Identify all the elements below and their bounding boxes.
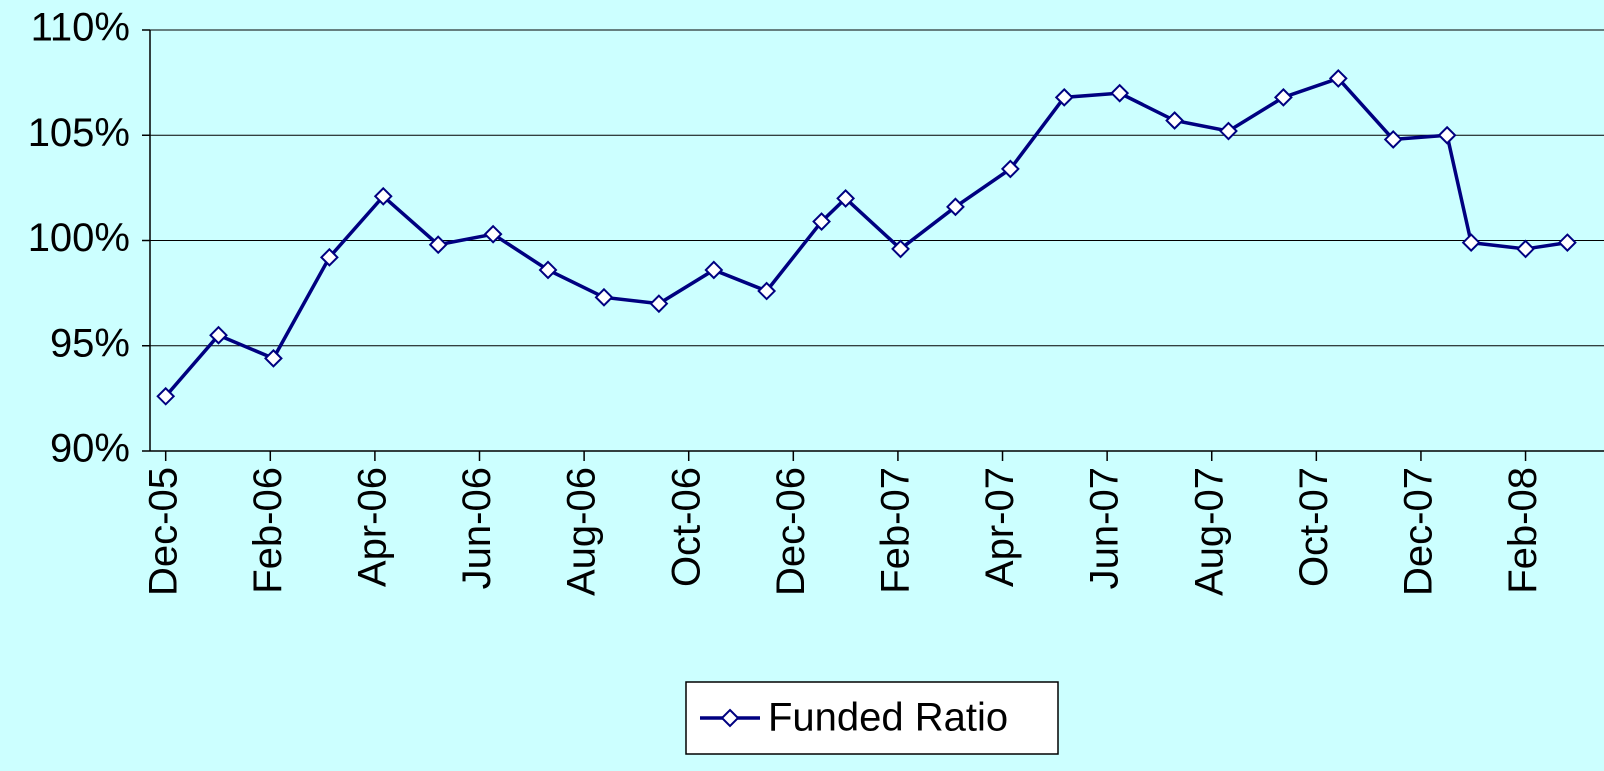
data-point xyxy=(757,281,777,301)
x-tick-label: Jun-07 xyxy=(1083,467,1127,589)
data-point xyxy=(1437,125,1457,145)
data-point xyxy=(1461,233,1481,253)
x-tick-label: Feb-06 xyxy=(246,467,290,594)
data-point xyxy=(264,348,283,368)
data-point xyxy=(373,186,393,206)
data-point xyxy=(319,247,339,267)
data-point xyxy=(594,287,614,307)
data-point xyxy=(946,197,965,217)
data-point xyxy=(649,294,669,314)
y-tick-label: 90% xyxy=(50,427,130,471)
data-point xyxy=(1000,159,1020,179)
legend-marker xyxy=(720,708,740,728)
y-tick-label: 110% xyxy=(31,6,130,50)
data-point xyxy=(1219,121,1238,141)
data-point xyxy=(836,188,856,208)
data-point xyxy=(1110,83,1130,103)
x-tick-label: Aug-07 xyxy=(1187,467,1231,596)
x-tick-label: Apr-06 xyxy=(350,467,394,587)
x-tick-label: Feb-07 xyxy=(873,467,917,594)
data-point xyxy=(1557,233,1577,253)
x-tick-label: Dec-07 xyxy=(1397,467,1441,596)
x-tick-label: Oct-06 xyxy=(664,467,708,587)
x-tick-label: Jun-06 xyxy=(455,467,499,589)
data-point xyxy=(891,239,910,259)
x-tick-label: Dec-06 xyxy=(769,467,813,596)
data-point xyxy=(428,235,448,255)
data-point xyxy=(704,260,724,280)
data-line xyxy=(164,76,1568,398)
data-point xyxy=(483,224,503,244)
data-point xyxy=(812,212,831,231)
data-point xyxy=(1273,87,1293,107)
data-point xyxy=(209,325,228,345)
y-tick-label: 95% xyxy=(50,321,130,365)
data-point xyxy=(1383,130,1403,149)
data-point xyxy=(1516,239,1535,259)
legend-label: Funded Ratio xyxy=(768,696,1008,740)
x-tick-label: Dec-05 xyxy=(141,467,185,596)
x-tick-label: Feb-08 xyxy=(1501,467,1545,594)
data-point xyxy=(156,386,176,406)
data-point xyxy=(1165,111,1185,130)
y-tick-label: 100% xyxy=(28,216,130,260)
data-point xyxy=(1328,69,1348,88)
y-tick-label: 105% xyxy=(28,111,130,155)
x-tick-label: Aug-06 xyxy=(560,467,604,596)
data-point xyxy=(538,260,558,280)
data-point xyxy=(1054,87,1074,107)
x-tick-label: Oct-07 xyxy=(1292,467,1336,587)
x-tick-label: Apr-07 xyxy=(978,467,1022,587)
